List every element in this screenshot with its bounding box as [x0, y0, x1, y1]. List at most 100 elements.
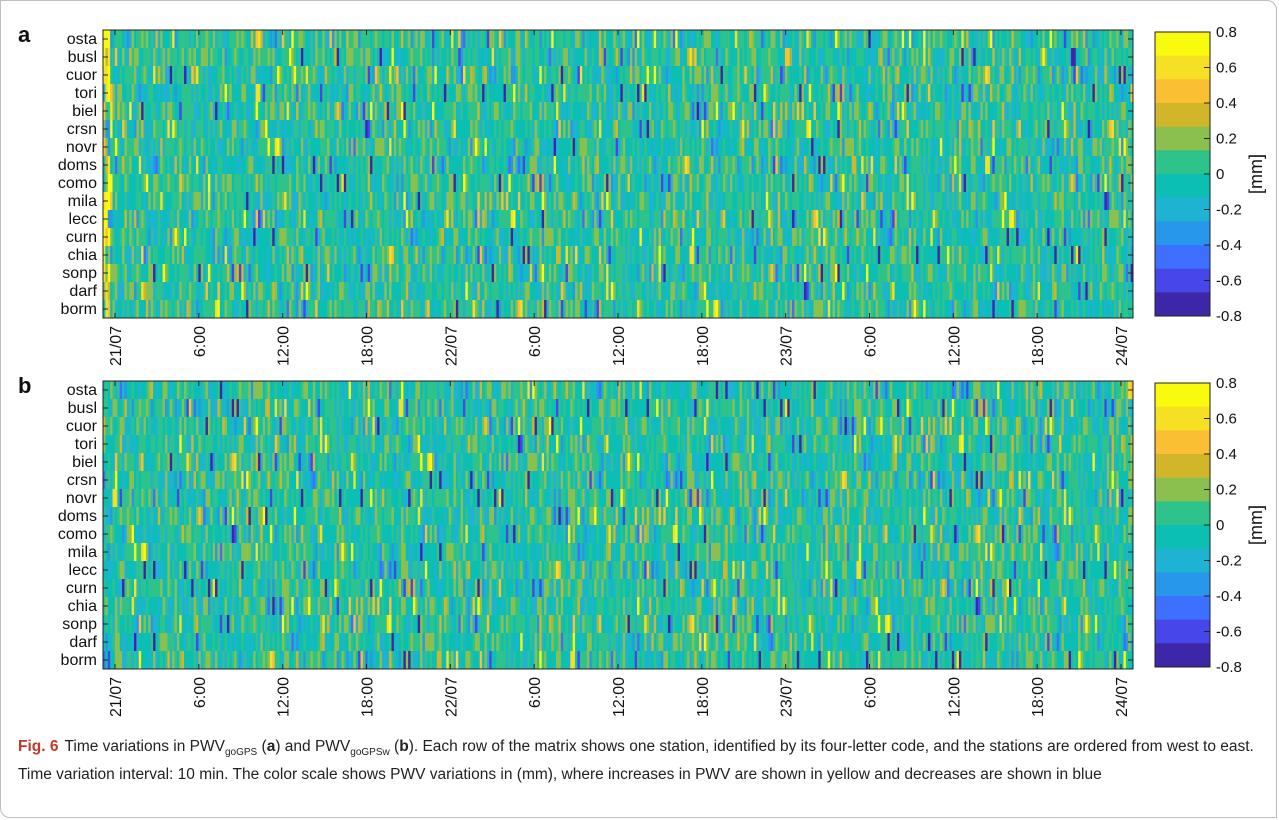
heatmap-cell [1078, 156, 1081, 175]
heatmap-cell [842, 174, 845, 193]
heatmap-cell [1106, 120, 1110, 139]
heatmap-cell [627, 84, 631, 103]
heatmap-cell [401, 30, 404, 49]
heatmap-cell [184, 30, 187, 49]
heatmap-cell [486, 228, 490, 247]
heatmap-cell [296, 66, 299, 85]
heatmap-cell [124, 192, 128, 211]
heatmap-cell [558, 192, 562, 211]
heatmap-cell [951, 120, 955, 139]
heatmap-cell [682, 120, 686, 139]
heatmap-cell [768, 156, 771, 175]
heatmap-cell [1035, 138, 1038, 157]
heatmap-cell [935, 48, 938, 67]
heatmap-cell [632, 102, 635, 121]
heatmap-cell [422, 102, 426, 121]
heatmap-cell [200, 192, 204, 211]
heatmap-cell [958, 138, 962, 157]
heatmap-cell [730, 102, 733, 121]
heatmap-cell [212, 138, 216, 157]
heatmap-cell [274, 120, 278, 139]
heatmap-cell [572, 84, 576, 103]
heatmap-cell [215, 228, 218, 247]
heatmap-cell [548, 174, 552, 193]
heatmap-cell [412, 228, 416, 247]
heatmap-cell [958, 48, 962, 67]
heatmap-cell [870, 156, 874, 175]
heatmap-cell [503, 138, 507, 157]
heatmap-cell [873, 156, 876, 175]
heatmap-cell [677, 228, 681, 247]
heatmap-cell [451, 48, 454, 67]
heatmap-cell [253, 30, 256, 49]
heatmap-cell [594, 30, 597, 49]
heatmap-cell [269, 48, 273, 67]
heatmap-cell [622, 228, 626, 247]
heatmap-cell [1032, 156, 1036, 175]
heatmap-cell [346, 156, 349, 175]
heatmap-cell [896, 48, 900, 67]
heatmap-cell [618, 102, 621, 121]
heatmap-cell [632, 30, 635, 49]
heatmap-cell [854, 84, 857, 103]
heatmap-cell [286, 48, 290, 67]
heatmap-cell [467, 156, 471, 175]
heatmap-cell [389, 192, 392, 211]
heatmap-cell [522, 228, 526, 247]
heatmap-cell [694, 174, 697, 193]
heatmap-cell [944, 156, 948, 175]
heatmap-cell [169, 228, 173, 247]
heatmap-cell [548, 228, 552, 247]
heatmap-cell [875, 192, 879, 211]
heatmap-cell [889, 84, 893, 103]
heatmap-cell [756, 30, 759, 49]
heatmap-cell [107, 210, 111, 229]
heatmap-cell [713, 138, 717, 157]
heatmap-cell [274, 192, 278, 211]
heatmap-cell [651, 210, 655, 229]
heatmap-cell [906, 138, 910, 157]
heatmap-cell [396, 48, 399, 67]
heatmap-cell [746, 66, 750, 85]
heatmap-cell [358, 138, 361, 157]
heatmap-cell [539, 48, 542, 67]
heatmap-cell [720, 210, 724, 229]
heatmap-cell [527, 192, 531, 211]
heatmap-cell [334, 156, 337, 175]
heatmap-cell [1054, 156, 1057, 175]
heatmap-cell [730, 192, 733, 211]
heatmap-cell [1030, 174, 1034, 193]
heatmap-cell [1078, 48, 1081, 67]
heatmap-cell [288, 48, 292, 67]
heatmap-cell [577, 228, 581, 247]
heatmap-cell [496, 228, 500, 247]
heatmap-cell [997, 30, 1000, 49]
heatmap-cell [513, 228, 516, 247]
heatmap-cell [405, 192, 409, 211]
heatmap-cell [675, 138, 678, 157]
heatmap-cell [1104, 84, 1108, 103]
heatmap-cell [978, 192, 981, 211]
heatmap-cell [873, 174, 876, 193]
heatmap-cell [145, 228, 149, 247]
heatmap-cell [858, 192, 862, 211]
heatmap-cell [882, 102, 886, 121]
heatmap-cell [999, 138, 1003, 157]
heatmap-cell [603, 120, 607, 139]
heatmap-cell [911, 210, 914, 229]
heatmap-cell [384, 174, 388, 193]
heatmap-cell [935, 84, 938, 103]
heatmap-cell [641, 84, 645, 103]
heatmap-cell [744, 156, 748, 175]
heatmap-cell [830, 156, 833, 175]
heatmap-cell [820, 156, 824, 175]
heatmap-cell [913, 156, 917, 175]
heatmap-cell [803, 102, 807, 121]
heatmap-cell [441, 48, 445, 67]
heatmap-cell [1018, 138, 1022, 157]
heatmap-cell [1104, 66, 1108, 85]
heatmap-cell [451, 102, 454, 121]
heatmap-cell [288, 102, 292, 121]
heatmap-cell [908, 156, 912, 175]
heatmap-cell [975, 120, 979, 139]
